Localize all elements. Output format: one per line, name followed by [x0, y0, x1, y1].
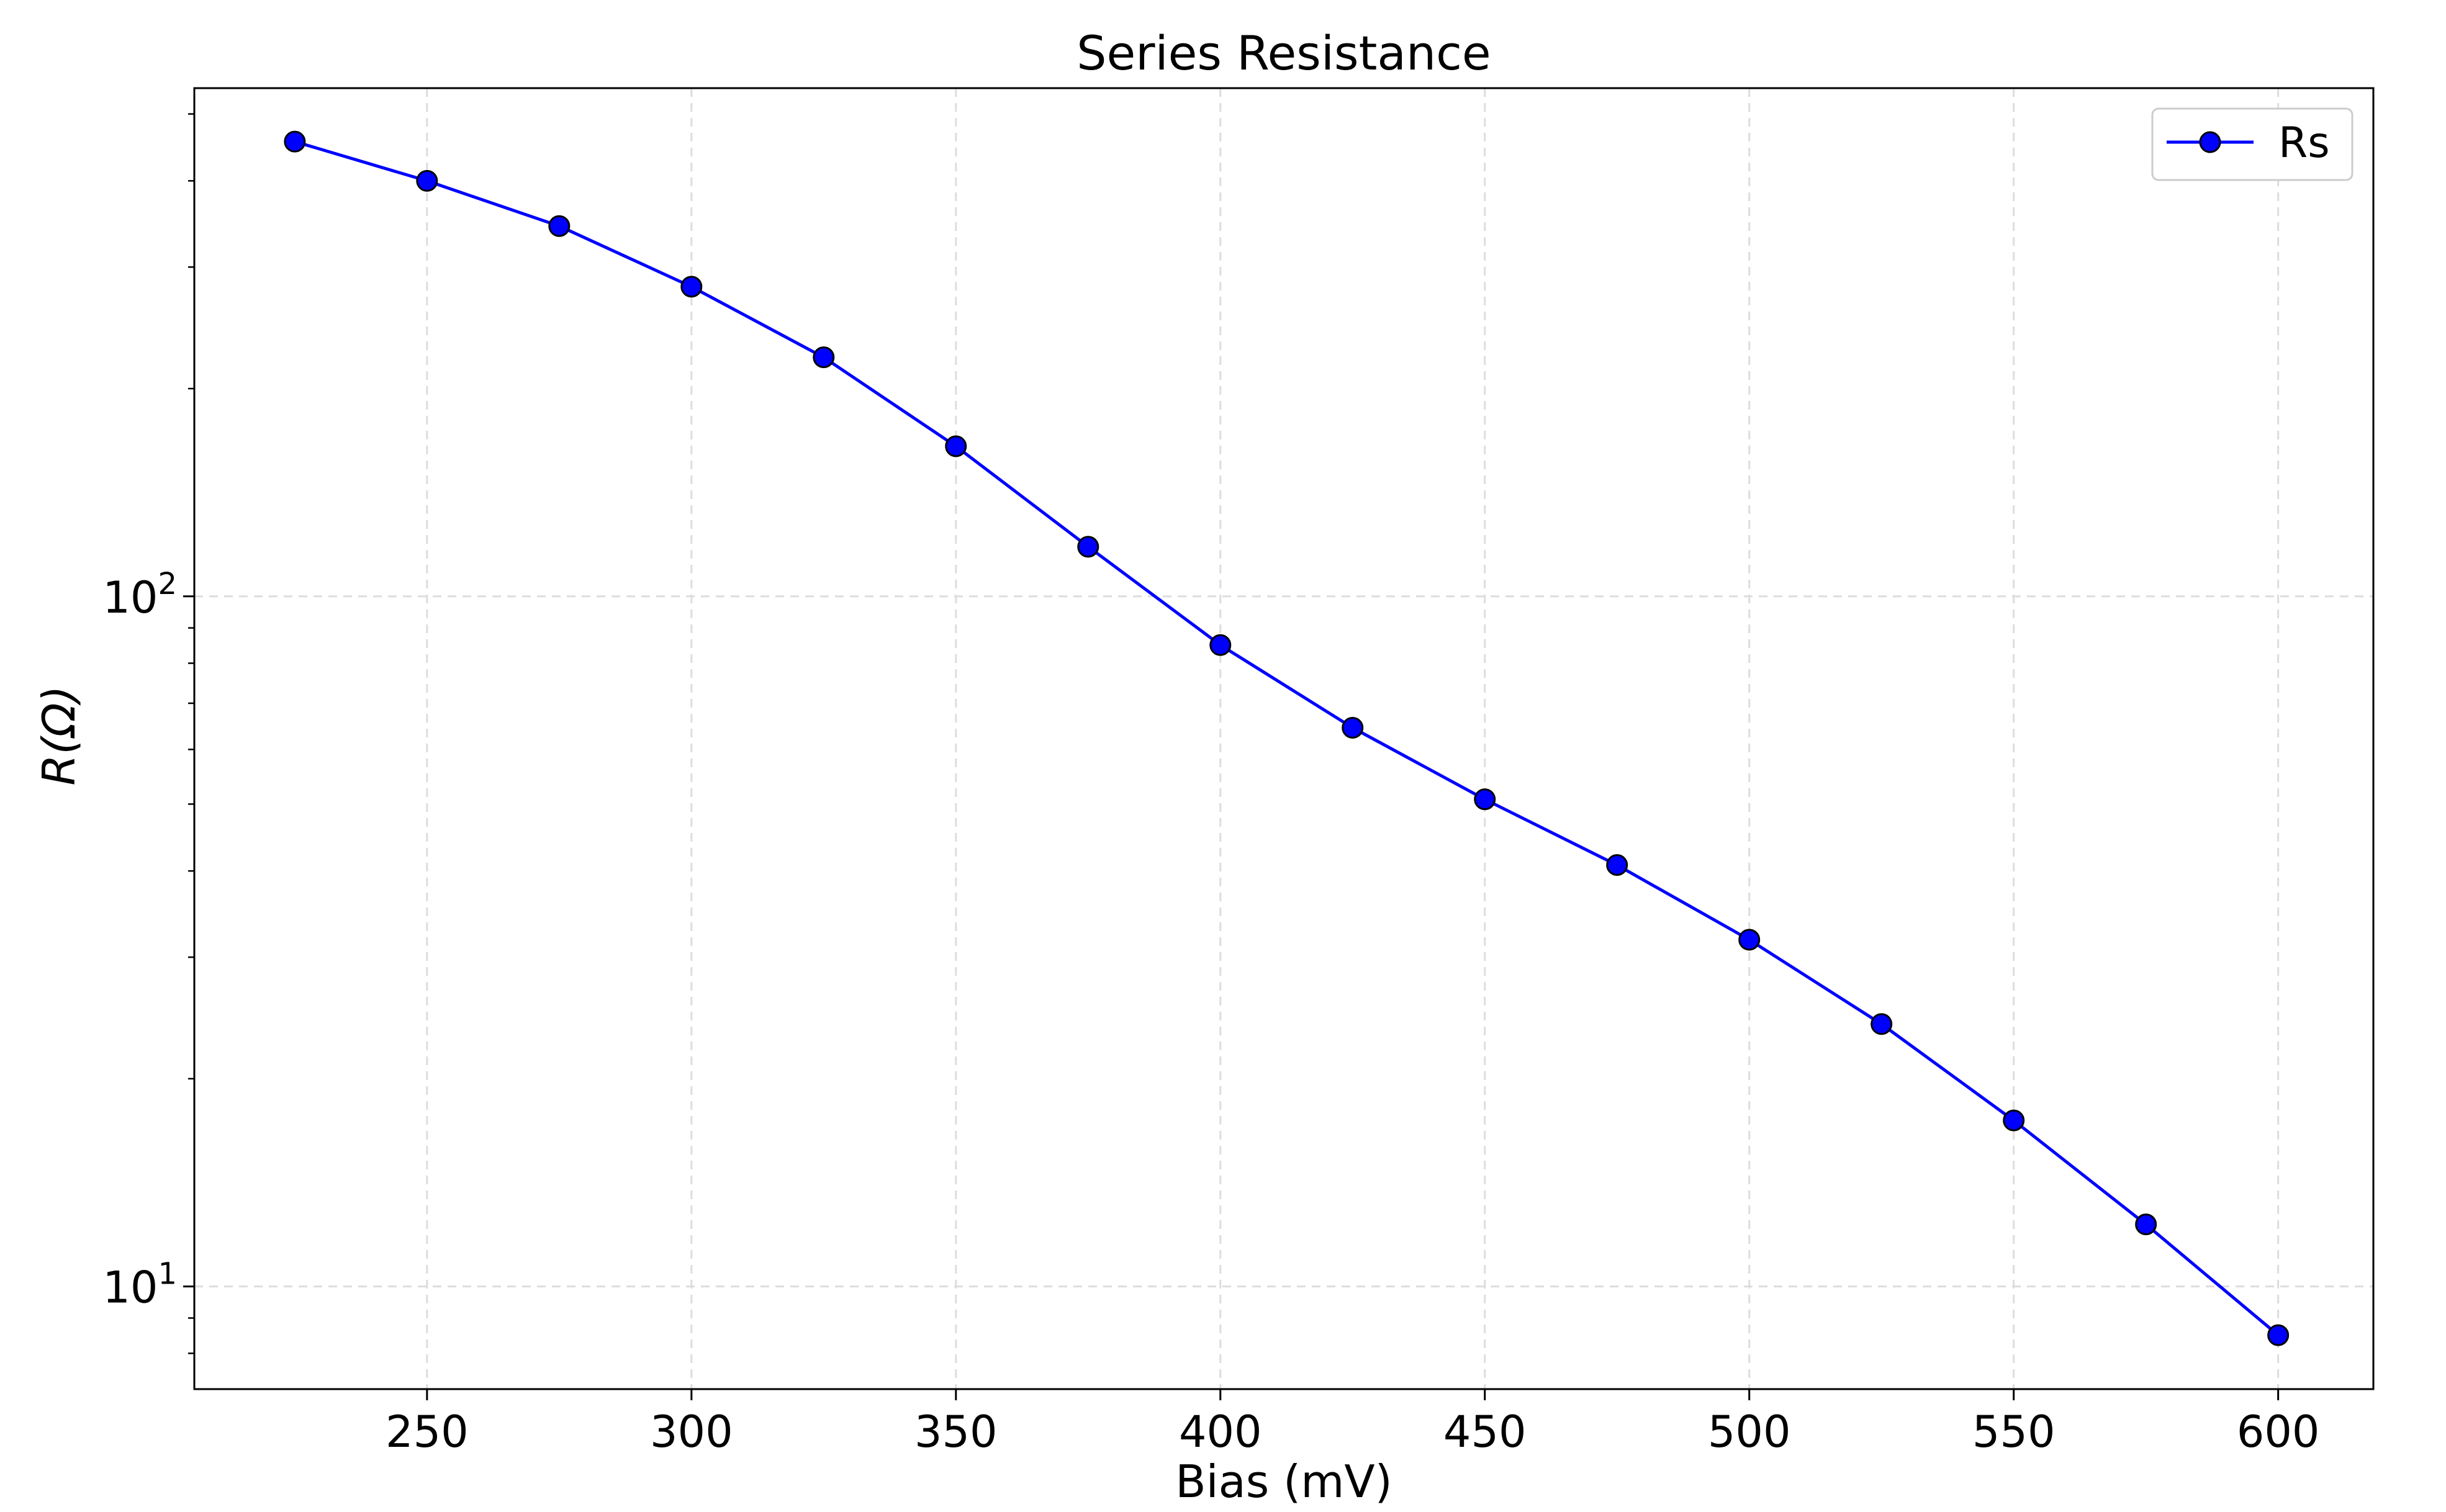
- y-axis-ticks: 101 102: [102, 113, 194, 1354]
- data-point: [945, 435, 967, 457]
- data-point: [1606, 854, 1628, 876]
- legend-box: [2151, 107, 2353, 181]
- chart-title: Series Resistance: [1076, 25, 1491, 81]
- data-point: [1077, 536, 1099, 558]
- series-line: [294, 140, 2280, 1337]
- series-line-rs: [294, 140, 2280, 1337]
- plot-frame: [193, 87, 2375, 1390]
- x-tick-label: 350: [914, 1406, 998, 1457]
- legend: Rs: [2151, 107, 2353, 181]
- x-tick-label: 400: [1179, 1406, 1262, 1457]
- series-markers: [284, 130, 2290, 1346]
- x-tick-label: 250: [386, 1406, 469, 1457]
- data-point: [1474, 788, 1496, 811]
- x-tick-label: 600: [2237, 1406, 2320, 1457]
- y-tick-label: 101: [102, 1257, 177, 1313]
- data-point: [2003, 1109, 2025, 1132]
- data-point: [1342, 717, 1364, 739]
- data-point: [548, 215, 571, 237]
- x-tick-label: 300: [650, 1406, 733, 1457]
- y-axis-label: R(Ω): [33, 685, 85, 785]
- data-point: [813, 346, 835, 369]
- y-tick-label: 102: [102, 567, 177, 623]
- grid-lines: [194, 88, 2373, 1389]
- data-point: [1738, 929, 1761, 951]
- x-tick-label: 550: [1972, 1406, 2056, 1457]
- x-axis-ticks: 250 300 350 400 450 500 550 600: [386, 1389, 2319, 1457]
- data-point: [680, 276, 703, 298]
- data-point: [2135, 1213, 2157, 1236]
- legend-label-rs: Rs: [2278, 119, 2330, 168]
- x-tick-label: 450: [1443, 1406, 1527, 1457]
- x-axis-label: Bias (mV): [1175, 1456, 1392, 1508]
- data-point: [284, 130, 306, 153]
- legend-marker-sample: [2199, 131, 2221, 153]
- data-point: [416, 169, 438, 192]
- data-point: [1209, 634, 1232, 656]
- data-point: [1871, 1013, 1893, 1035]
- data-point: [2267, 1324, 2290, 1346]
- x-tick-label: 500: [1708, 1406, 1791, 1457]
